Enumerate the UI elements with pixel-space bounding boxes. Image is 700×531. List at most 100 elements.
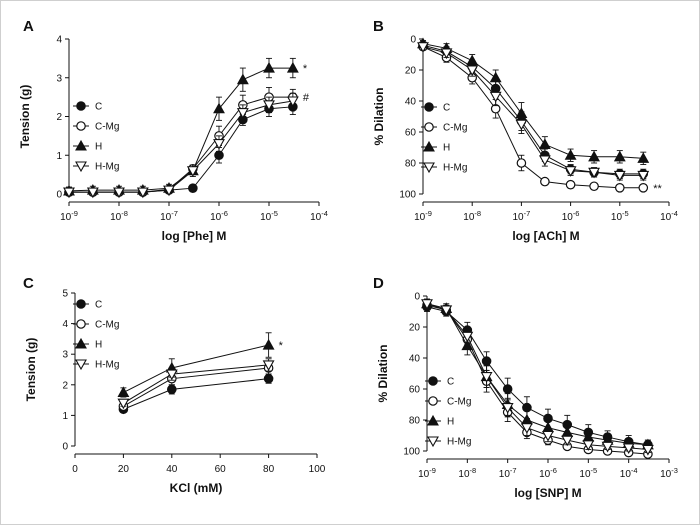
- data-point: [63, 187, 75, 199]
- data-point: [117, 386, 130, 398]
- legend: C C-Mg H H-Mg: [73, 299, 119, 371]
- series-h-mg: [421, 298, 654, 456]
- data-point: [186, 166, 199, 177]
- legend-label: C: [95, 300, 102, 311]
- x-tick-label: 10-7: [499, 466, 517, 480]
- x-tick-label: 10-8: [463, 209, 481, 223]
- significance-annotation: #: [303, 92, 310, 104]
- data-point: [236, 73, 249, 85]
- x-tick-label: 80: [263, 464, 275, 475]
- y-axis-label: Tension (g): [24, 338, 38, 402]
- data-point: [601, 441, 614, 453]
- data-point: [538, 155, 551, 167]
- x-tick-label: 10-5: [611, 209, 629, 223]
- legend-label: H: [447, 417, 454, 428]
- legend-marker: [427, 436, 439, 448]
- y-tick-label: 4: [56, 35, 62, 46]
- legend-label: C-Mg: [95, 122, 119, 133]
- x-tick-label: 0: [72, 464, 78, 475]
- data-point: [263, 61, 275, 73]
- y-tick-label: 60: [409, 385, 421, 396]
- series-line: [69, 100, 293, 193]
- data-point: [136, 187, 149, 199]
- legend-label: H: [95, 142, 102, 153]
- x-tick-label: 10-4: [660, 209, 678, 223]
- legend-label: C: [95, 102, 102, 113]
- legend-marker: [75, 161, 87, 173]
- legend-marker: [428, 396, 438, 406]
- series-c-mg: [118, 361, 274, 412]
- data-point: [236, 108, 249, 119]
- y-tick-label: 0: [414, 292, 420, 303]
- series-h-mg: [417, 42, 650, 182]
- y-tick-label: 1: [56, 151, 62, 162]
- series-line: [422, 43, 644, 159]
- data-point: [520, 423, 533, 434]
- y-tick-label: 5: [62, 289, 68, 300]
- data-point: [213, 139, 225, 150]
- y-tick-label: 0: [56, 190, 62, 201]
- y-tick-label: 2: [56, 112, 62, 123]
- series-line: [426, 303, 648, 450]
- y-tick-label: 80: [405, 159, 417, 170]
- series-line: [69, 96, 293, 193]
- data-point: [489, 71, 502, 83]
- data-point: [588, 167, 601, 179]
- data-point: [214, 150, 224, 161]
- x-tick-label: 20: [118, 464, 130, 475]
- y-tick-label: 1: [62, 411, 68, 422]
- data-point: [263, 100, 275, 112]
- data-point: [440, 48, 453, 60]
- data-point: [466, 65, 479, 77]
- data-point: [262, 360, 275, 372]
- legend-marker: [428, 376, 438, 386]
- data-point: [564, 166, 577, 177]
- data-point: [515, 119, 528, 131]
- y-axis-label: % Dilation: [376, 344, 390, 402]
- panel-letter-d: D: [373, 275, 384, 292]
- x-tick-label: 10-9: [414, 209, 432, 223]
- data-point: [613, 150, 626, 162]
- legend-label: H: [443, 143, 450, 154]
- y-tick-label: 0: [410, 35, 416, 46]
- y-tick-label: 3: [62, 350, 68, 361]
- data-point: [461, 339, 474, 351]
- series-h-mg: [63, 92, 299, 199]
- significance-annotation: **: [653, 183, 662, 195]
- series-line: [123, 344, 269, 393]
- y-tick-label: 100: [403, 447, 420, 458]
- data-point: [637, 170, 650, 182]
- legend: C C-Mg H H-Mg: [425, 376, 471, 448]
- series-line: [422, 46, 644, 176]
- series-line: [422, 44, 644, 175]
- y-tick-label: 60: [405, 128, 417, 139]
- legend-label: C-Mg: [95, 320, 119, 331]
- y-tick-label: 3: [56, 73, 62, 84]
- legend-label: H-Mg: [443, 163, 467, 174]
- x-tick-label: 10-5: [579, 466, 597, 480]
- data-point: [622, 443, 635, 455]
- chart-panel-b: B 0 20 40 60 80 100 10-9 10-8 10-7 10-6 10-5 10-4 log…: [372, 18, 678, 243]
- panel-letter-b: B: [373, 18, 384, 35]
- x-tick-label: 10-8: [110, 209, 128, 223]
- x-tick-label: 10-7: [513, 209, 531, 223]
- data-point: [516, 158, 527, 168]
- x-tick-label: 100: [309, 464, 326, 475]
- legend-marker: [75, 359, 87, 371]
- series-h: [421, 297, 654, 450]
- legend-label: C: [447, 377, 454, 388]
- legend-label: H-Mg: [447, 437, 471, 448]
- y-axis-label: Tension (g): [18, 85, 32, 149]
- series-h-mg: [117, 358, 275, 410]
- y-tick-label: 4: [62, 319, 68, 330]
- panel-letter-c: C: [23, 275, 34, 292]
- data-point: [117, 398, 130, 410]
- series-line: [426, 303, 648, 446]
- data-point: [286, 96, 299, 108]
- chart-panel-a: A 0 1 2 3 4 10-9 10-8 10-7 10-6 10-5 10-4 log [Phe] …: [18, 18, 328, 243]
- panel-letter-a: A: [23, 18, 34, 35]
- x-axis-label: log [SNP] M: [514, 486, 581, 500]
- legend-label: H-Mg: [95, 360, 119, 371]
- x-tick-label: 10-5: [260, 209, 278, 223]
